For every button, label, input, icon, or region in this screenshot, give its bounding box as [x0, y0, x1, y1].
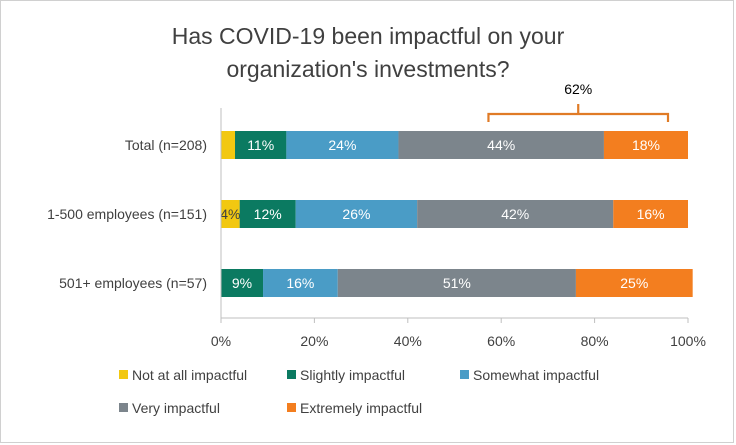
legend-label: Very impactful — [132, 400, 220, 416]
chart-title-line-1: Has COVID-19 been impactful on your — [172, 23, 565, 49]
annotation-label: 62% — [564, 81, 592, 97]
legend-label: Extremely impactful — [300, 400, 422, 416]
category-label: 1-500 employees (n=151) — [47, 206, 207, 222]
data-label: 44% — [487, 137, 515, 153]
bar-segment — [221, 200, 240, 228]
bar-segment — [575, 269, 693, 297]
category-label: Total (n=208) — [125, 137, 207, 153]
bar-segment — [398, 131, 604, 159]
data-label: 25% — [620, 275, 648, 291]
x-tick-label: 20% — [300, 333, 328, 349]
x-tick-label: 60% — [487, 333, 515, 349]
bar-segment — [286, 131, 399, 159]
data-label: 16% — [637, 206, 665, 222]
data-label: 24% — [328, 137, 356, 153]
annotation-bracket — [487, 104, 670, 122]
bar-segment — [221, 131, 236, 159]
x-tick-label: 80% — [581, 333, 609, 349]
data-label: 12% — [254, 206, 282, 222]
bar-segment — [417, 200, 614, 228]
bar-segment — [239, 200, 296, 228]
bar-segment — [221, 269, 264, 297]
legend-swatch — [287, 403, 296, 412]
data-label: 9% — [232, 275, 252, 291]
bar-segment — [337, 269, 576, 297]
x-tick-label: 100% — [670, 333, 706, 349]
data-label: 11% — [247, 137, 274, 153]
chart-title-line-2: organization's investments? — [226, 56, 509, 82]
data-label: 18% — [632, 137, 660, 153]
bar-segment — [263, 269, 338, 297]
bar-segment — [295, 200, 418, 228]
bar-segment — [613, 200, 688, 228]
legend-label: Slightly impactful — [300, 367, 405, 383]
legend-swatch — [460, 370, 469, 379]
category-label: 501+ employees (n=57) — [59, 275, 207, 291]
bar-segment — [603, 131, 688, 159]
legend-label: Somewhat impactful — [473, 367, 599, 383]
x-tick-label: 0% — [211, 333, 231, 349]
x-tick-label: 40% — [394, 333, 422, 349]
legend-swatch — [119, 370, 128, 379]
data-label: 16% — [286, 275, 314, 291]
data-label: 4% — [220, 206, 240, 222]
data-label: 51% — [443, 275, 471, 291]
legend-label: Not at all impactful — [132, 367, 247, 383]
data-label: 42% — [501, 206, 529, 222]
legend-swatch — [119, 403, 128, 412]
data-label: 26% — [342, 206, 370, 222]
legend-swatch — [287, 370, 296, 379]
bar-segment — [235, 131, 287, 159]
